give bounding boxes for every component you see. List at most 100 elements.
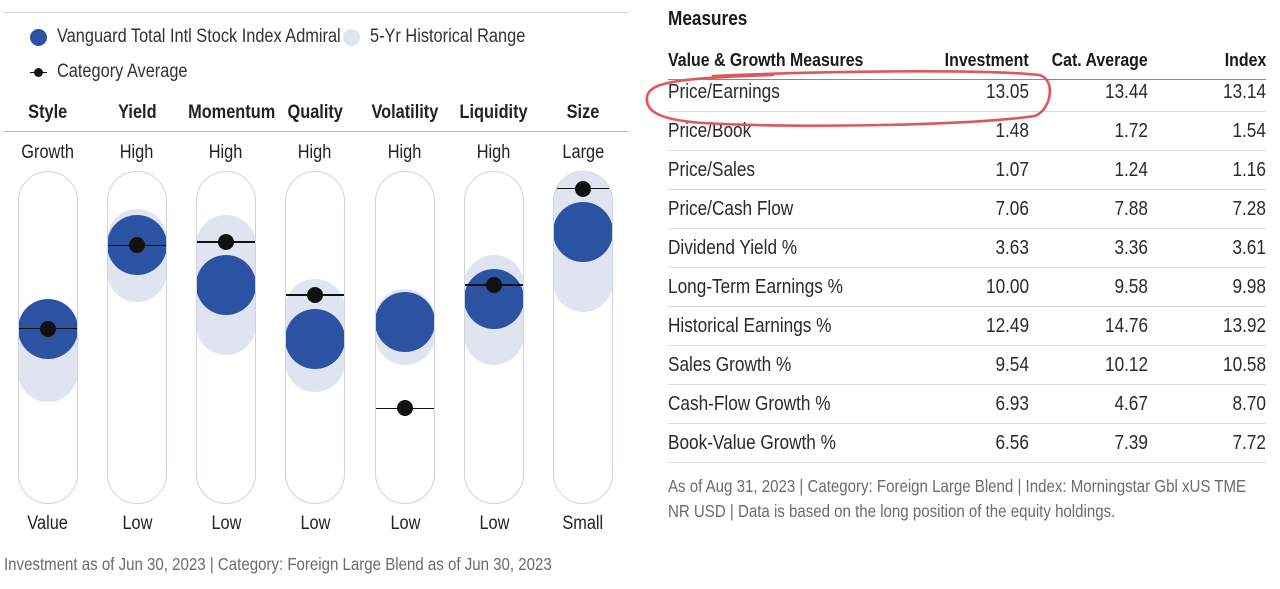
category-average-dot xyxy=(40,320,56,337)
range-swatch-icon xyxy=(343,28,360,46)
index-value: 7.28 xyxy=(1232,197,1266,220)
investment-value: 1.07 xyxy=(995,158,1029,181)
measure-label: Book-Value Growth % xyxy=(668,431,836,454)
factor-header-divider xyxy=(4,131,628,132)
index-value: 1.54 xyxy=(1232,119,1266,142)
factor-track xyxy=(18,171,78,504)
factor-heading-quality: Quality xyxy=(287,102,343,123)
table-row: Cash-Flow Growth % 6.93 4.67 8.70 xyxy=(668,385,1266,424)
factor-profile-panel: Vanguard Total Intl Stock Index Admiral … xyxy=(0,0,630,589)
table-row: Dividend Yield % 3.63 3.36 3.61 xyxy=(668,229,1266,268)
measure-label: Price/Sales xyxy=(668,158,755,181)
legend-fund: Vanguard Total Intl Stock Index Admiral xyxy=(30,25,387,49)
factor-low-label: Low xyxy=(211,513,241,534)
factor-track xyxy=(464,171,524,504)
factor-track xyxy=(196,171,256,504)
factor-column-momentum: Momentum High Low xyxy=(181,100,276,540)
factor-heading-yield: Yield xyxy=(117,102,157,123)
index-value: 7.72 xyxy=(1232,431,1266,454)
category-average-dot xyxy=(307,287,323,304)
measure-label: Dividend Yield % xyxy=(668,236,798,259)
legend-range: 5-Yr Historical Range xyxy=(343,25,551,49)
measure-label: Sales Growth % xyxy=(668,353,792,376)
investment-value: 10.00 xyxy=(985,275,1029,298)
cat-average-value: 9.58 xyxy=(1114,275,1148,298)
investment-value: 7.06 xyxy=(995,197,1029,220)
investment-value: 1.48 xyxy=(995,119,1029,142)
table-row: Sales Growth % 9.54 10.12 10.58 xyxy=(668,346,1266,385)
index-value: 10.58 xyxy=(1222,353,1266,376)
measure-label: Historical Earnings % xyxy=(668,314,832,337)
factor-track xyxy=(375,171,435,504)
investment-value: 13.05 xyxy=(985,80,1029,103)
factor-low-label: Low xyxy=(390,513,420,534)
investment-value: 6.56 xyxy=(995,431,1029,454)
measures-footnote-line-1: As of Aug 31, 2023 | Category: Foreign L… xyxy=(668,476,1247,496)
header-investment: Investment xyxy=(945,49,1029,70)
factor-track xyxy=(107,171,167,504)
factor-track xyxy=(553,171,613,504)
cat-average-value: 7.39 xyxy=(1114,431,1148,454)
header-cat-average: Cat. Average xyxy=(1051,49,1148,70)
table-row: Price/Book 1.48 1.72 1.54 xyxy=(668,112,1266,151)
category-average-dot xyxy=(575,180,591,197)
index-value: 13.92 xyxy=(1222,314,1266,337)
index-value: 3.61 xyxy=(1232,236,1266,259)
factor-column-style: Style Growth Value xyxy=(3,100,93,540)
factor-heading-style: Style xyxy=(28,102,68,123)
factor-heading-liquidity: Liquidity xyxy=(459,102,529,123)
table-row: Historical Earnings % 12.49 14.76 13.92 xyxy=(668,307,1266,346)
measure-label: Price/Cash Flow xyxy=(668,197,794,220)
investment-value: 12.49 xyxy=(985,314,1029,337)
cat-average-value: 13.44 xyxy=(1104,80,1148,103)
top-divider xyxy=(4,12,628,13)
factor-high-label: High xyxy=(477,142,511,163)
factor-low-label: Low xyxy=(122,513,152,534)
factor-track xyxy=(285,171,345,504)
fund-position-dot xyxy=(554,201,612,262)
factor-heading-momentum: Momentum xyxy=(188,102,276,123)
cat-average-value: 1.24 xyxy=(1114,158,1148,181)
factor-high-label: High xyxy=(120,142,154,163)
factor-high-label: High xyxy=(388,142,422,163)
table-row: Price/Cash Flow 7.06 7.88 7.28 xyxy=(668,190,1266,229)
measures-title: Measures xyxy=(668,8,760,31)
factor-low-label: Small xyxy=(562,513,604,534)
index-value: 13.14 xyxy=(1222,80,1266,103)
investment-value: 3.63 xyxy=(995,236,1029,259)
factor-high-label: High xyxy=(209,142,243,163)
factor-column-size: Size Large Small xyxy=(538,100,628,540)
factor-column-liquidity: Liquidity High Low xyxy=(449,100,539,540)
factor-low-label: Low xyxy=(479,513,509,534)
header-value-growth: Value & Growth Measures xyxy=(668,49,864,70)
cat-average-value: 14.76 xyxy=(1104,314,1148,337)
factor-heading-size: Size xyxy=(566,102,600,123)
index-value: 8.70 xyxy=(1232,392,1266,415)
factor-heading-volatility: Volatility xyxy=(371,102,439,123)
table-row: Price/Earnings 13.05 13.44 13.14 xyxy=(668,73,1266,112)
factor-column-volatility: Volatility High Low xyxy=(360,100,450,540)
measures-footnote-line-2: NR USD | Data is based on the long posit… xyxy=(668,501,1116,521)
measure-label: Cash-Flow Growth % xyxy=(668,392,831,415)
fund-position-dot xyxy=(376,291,434,352)
category-average-dot xyxy=(486,277,502,294)
cat-average-value: 7.88 xyxy=(1114,197,1148,220)
header-index: Index xyxy=(1224,49,1266,70)
table-row: Book-Value Growth % 6.56 7.39 7.72 xyxy=(668,424,1266,463)
measures-panel: Measures Value & Growth Measures Investm… xyxy=(668,0,1268,589)
category-average-dot xyxy=(218,233,234,250)
legend-average-label: Category Average xyxy=(57,61,188,82)
table-row: Long-Term Earnings % 10.00 9.58 9.98 xyxy=(668,268,1266,307)
category-average-marker-icon xyxy=(30,64,47,81)
category-average-dot xyxy=(129,237,145,254)
measure-label: Long-Term Earnings % xyxy=(668,275,843,298)
factor-column-yield: Yield High Low xyxy=(92,100,182,540)
cat-average-value: 10.12 xyxy=(1104,353,1148,376)
cat-average-value: 4.67 xyxy=(1114,392,1148,415)
factor-footnote: Investment as of Jun 30, 2023 | Category… xyxy=(4,554,641,575)
cat-average-value: 1.72 xyxy=(1114,119,1148,142)
legend-range-label: 5-Yr Historical Range xyxy=(370,26,526,47)
factor-footnote-text: Investment as of Jun 30, 2023 | Category… xyxy=(4,554,552,574)
factor-high-label: Growth xyxy=(21,142,75,163)
index-value: 1.16 xyxy=(1232,158,1266,181)
